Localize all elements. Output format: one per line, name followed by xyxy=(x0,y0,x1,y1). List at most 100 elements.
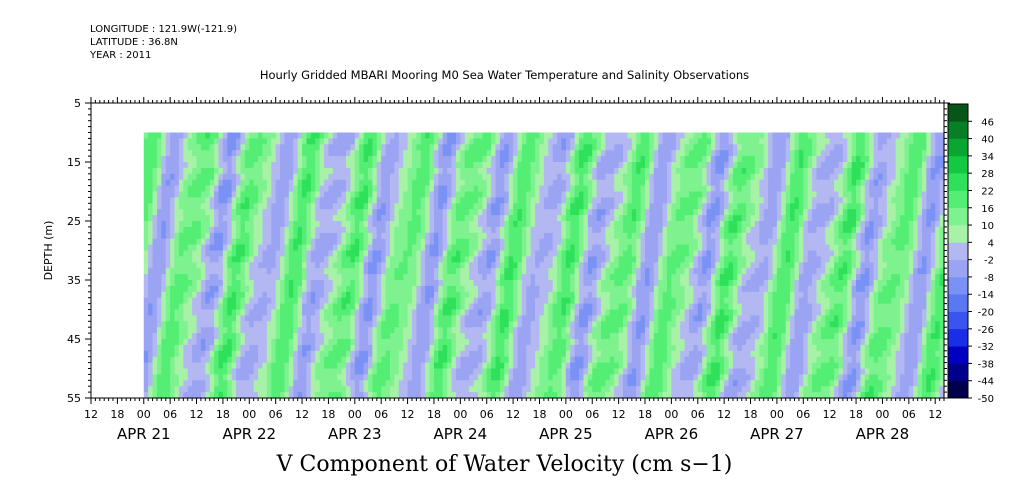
heatmap-cell xyxy=(609,291,615,299)
heatmap-cell xyxy=(535,297,541,305)
heatmap-cell xyxy=(341,362,347,370)
heatmap-cell xyxy=(376,256,382,263)
heatmap-cell xyxy=(508,303,514,311)
heatmap-cell xyxy=(389,250,395,257)
heatmap-cell xyxy=(592,156,598,163)
heatmap-cell xyxy=(218,197,224,204)
heatmap-cell xyxy=(548,167,554,175)
heatmap-cell xyxy=(411,150,417,157)
heatmap-cell xyxy=(214,156,220,163)
heatmap-cell xyxy=(495,350,501,358)
heatmap-cell xyxy=(491,321,497,328)
heatmap-cell xyxy=(332,362,338,370)
heatmap-cell xyxy=(464,362,470,370)
heatmap-cell xyxy=(609,156,615,163)
heatmap-cell xyxy=(262,250,268,257)
heatmap-cell xyxy=(368,339,374,346)
heatmap-cell xyxy=(557,339,563,346)
heatmap-cell xyxy=(346,132,352,139)
heatmap-cell xyxy=(552,238,558,246)
heatmap-cell xyxy=(385,291,391,299)
heatmap-cell xyxy=(354,156,360,163)
heatmap-cell xyxy=(350,150,356,157)
heatmap-cell xyxy=(504,144,510,151)
heatmap-cell xyxy=(249,350,255,358)
heatmap-cell xyxy=(368,291,374,299)
heatmap-cell xyxy=(306,185,312,193)
heatmap-cell xyxy=(227,162,233,169)
heatmap-cell xyxy=(266,250,272,257)
heatmap-cell xyxy=(302,197,308,204)
heatmap-cell xyxy=(447,297,453,305)
heatmap-cell xyxy=(165,191,171,198)
heatmap-cell xyxy=(302,244,308,252)
heatmap-cell xyxy=(623,262,629,269)
heatmap-cell xyxy=(447,244,453,252)
heatmap-cell xyxy=(570,291,576,299)
heatmap-cell xyxy=(535,344,541,352)
heatmap-cell xyxy=(411,380,417,387)
heatmap-cell xyxy=(350,173,356,181)
heatmap-cell xyxy=(192,221,198,228)
heatmap-cell xyxy=(557,185,563,193)
heatmap-cell xyxy=(385,179,391,187)
heatmap-cell xyxy=(583,356,589,364)
heatmap-cell xyxy=(319,309,325,316)
heatmap-cell xyxy=(561,297,567,305)
heatmap-cell xyxy=(535,197,541,204)
heatmap-cell xyxy=(359,256,365,263)
heatmap-cell xyxy=(306,321,312,328)
heatmap-cell xyxy=(429,368,435,375)
heatmap-cell xyxy=(266,333,272,340)
heatmap-cell xyxy=(346,327,352,334)
heatmap-cell xyxy=(455,256,461,263)
heatmap-cell xyxy=(499,380,505,387)
heatmap-cell xyxy=(455,173,461,181)
heatmap-cell xyxy=(262,138,268,145)
heatmap-cell xyxy=(609,274,615,281)
heatmap-cell xyxy=(601,138,607,145)
heatmap-cell xyxy=(354,191,360,198)
heatmap-cell xyxy=(192,185,198,193)
heatmap-cell xyxy=(209,291,215,299)
heatmap-cell xyxy=(570,144,576,151)
heatmap-cell xyxy=(328,386,334,393)
heatmap-cell xyxy=(196,221,202,228)
heatmap-cell xyxy=(275,368,281,375)
heatmap-cell xyxy=(297,309,303,316)
heatmap-cell xyxy=(183,167,189,175)
heatmap-cell xyxy=(627,362,633,370)
heatmap-cell xyxy=(152,215,158,222)
heatmap-cell xyxy=(385,132,391,139)
heatmap-cell xyxy=(214,344,220,352)
heatmap-cell xyxy=(438,191,444,198)
heatmap-cell xyxy=(469,132,475,139)
heatmap-cell xyxy=(218,221,224,228)
heatmap-cell xyxy=(284,356,290,364)
heatmap-cell xyxy=(183,179,189,187)
heatmap-cell xyxy=(416,226,422,234)
heatmap-cell xyxy=(579,262,585,269)
heatmap-cell xyxy=(310,144,316,151)
heatmap-cell xyxy=(258,339,264,346)
heatmap-cell xyxy=(433,173,439,181)
heatmap-cell xyxy=(526,185,532,193)
heatmap-cell xyxy=(561,368,567,375)
heatmap-cell xyxy=(557,226,563,234)
heatmap-cell xyxy=(473,280,479,287)
heatmap-cell xyxy=(244,156,250,163)
heatmap-cell xyxy=(218,209,224,216)
heatmap-cell xyxy=(346,221,352,228)
heatmap-cell xyxy=(240,321,246,328)
heatmap-cell xyxy=(394,221,400,228)
heatmap-cell xyxy=(429,156,435,163)
heatmap-cell xyxy=(209,150,215,157)
heatmap-cell xyxy=(288,321,294,328)
heatmap-cell xyxy=(156,285,162,293)
heatmap-cell xyxy=(218,215,224,222)
heatmap-cell xyxy=(407,238,413,246)
heatmap-cell xyxy=(240,309,246,316)
heatmap-cell xyxy=(429,297,435,305)
heatmap-cell xyxy=(574,280,580,287)
heatmap-cell xyxy=(614,386,620,393)
